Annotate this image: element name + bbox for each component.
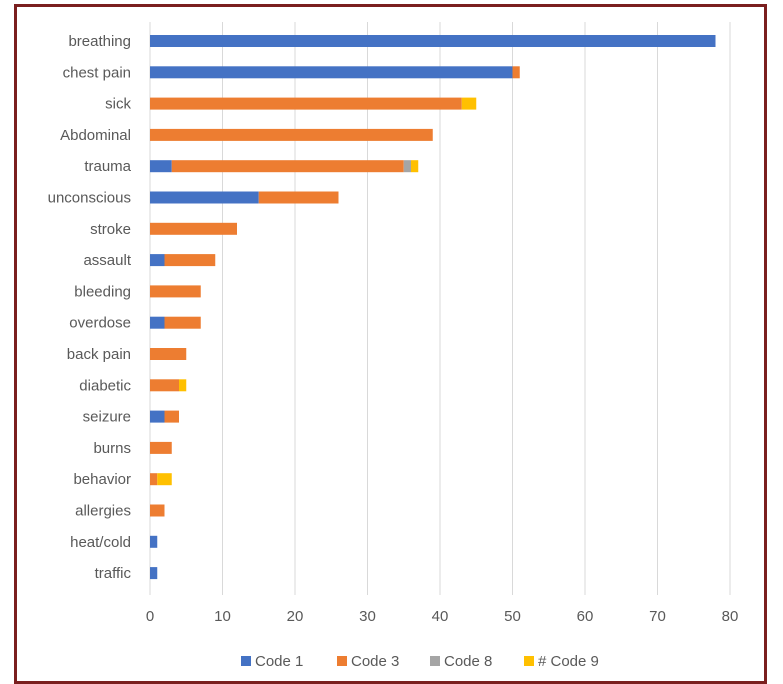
category-label: diabetic xyxy=(79,377,131,394)
category-label: chest pain xyxy=(63,64,131,81)
gridlines xyxy=(149,22,731,595)
bar-segment-code-3 xyxy=(150,473,158,486)
legend-swatch xyxy=(524,656,534,666)
bar-segment-code-3 xyxy=(150,379,179,392)
bar-segment-code-3 xyxy=(150,504,165,517)
category-label: unconscious xyxy=(48,190,131,207)
x-tick-label: 0 xyxy=(146,608,154,625)
legend-label: Code 3 xyxy=(351,653,399,670)
bar-segment-code-1 xyxy=(150,160,172,173)
x-tick-label: 70 xyxy=(649,608,666,625)
bar-segment-code-1 xyxy=(150,35,716,47)
legend-label: # Code 9 xyxy=(538,653,599,670)
x-tick-label: 80 xyxy=(722,608,739,625)
bar-segment--code-9 xyxy=(461,97,477,110)
legend-swatch xyxy=(241,656,251,666)
bar-segment-code-3 xyxy=(164,254,216,267)
bar-segment-code-3 xyxy=(150,348,187,360)
bar-segment-code-1 xyxy=(150,191,259,204)
legend-label: Code 8 xyxy=(444,653,492,670)
bar-segment-code-3 xyxy=(258,191,339,204)
x-tick-label: 10 xyxy=(214,608,231,625)
bar-segment-code-1 xyxy=(150,254,165,267)
bar-segment-code-1 xyxy=(150,66,513,79)
bar-segment-code-3 xyxy=(150,128,433,141)
category-label: breathing xyxy=(68,33,131,50)
category-label: trauma xyxy=(84,158,131,175)
x-tick-label: 20 xyxy=(287,608,304,625)
bar-segment-code-1 xyxy=(150,535,158,548)
bar-segment-code-3 xyxy=(150,97,462,110)
x-axis-tick-labels: 0 10 20 30 40 50 60 70 80 xyxy=(146,608,739,625)
category-label: stroke xyxy=(90,221,131,238)
bar-segment-code-3 xyxy=(171,160,404,173)
bar-segment-code-3 xyxy=(150,441,172,454)
legend-label: Code 1 xyxy=(255,653,303,670)
bar-segment-code-3 xyxy=(164,316,201,329)
category-label: sick xyxy=(105,96,131,113)
bar-segment-code-8 xyxy=(403,160,411,173)
bar-segment-code-3 xyxy=(150,285,201,298)
chart-frame xyxy=(14,4,767,684)
category-label: seizure xyxy=(83,409,131,426)
legend-swatch xyxy=(430,656,440,666)
category-label: traffic xyxy=(95,565,132,582)
bar-segment-code-1 xyxy=(150,316,165,329)
bar-segment--code-9 xyxy=(157,473,172,486)
bar-segment-code-3 xyxy=(150,222,237,235)
bar-segment--code-9 xyxy=(411,160,419,173)
x-tick-label: 30 xyxy=(359,608,376,625)
category-label: overdose xyxy=(69,315,131,332)
category-label: Abdominal xyxy=(60,127,131,144)
x-tick-label: 50 xyxy=(504,608,521,625)
category-labels: breathing chest pain sick Abdominal trauma un… xyxy=(48,33,132,582)
x-tick-label: 60 xyxy=(577,608,594,625)
category-label: burns xyxy=(93,440,131,457)
x-tick-label: 40 xyxy=(432,608,449,625)
bar-segment--code-9 xyxy=(179,379,187,392)
category-label: heat/cold xyxy=(70,534,131,551)
category-label: allergies xyxy=(75,503,131,520)
category-label: bleeding xyxy=(74,283,131,300)
bar-segment-code-3 xyxy=(164,410,179,423)
bar-segment-code-1 xyxy=(150,410,165,423)
legend-swatch xyxy=(337,656,347,666)
legend: Code 1 Code 3 Code 8 # Code 9 xyxy=(241,653,599,670)
category-label: assault xyxy=(83,252,131,269)
bars xyxy=(150,35,716,580)
category-label: back pain xyxy=(67,346,131,363)
bar-segment-code-3 xyxy=(512,66,520,79)
bar-segment-code-1 xyxy=(150,567,158,580)
category-label: behavior xyxy=(73,471,131,488)
